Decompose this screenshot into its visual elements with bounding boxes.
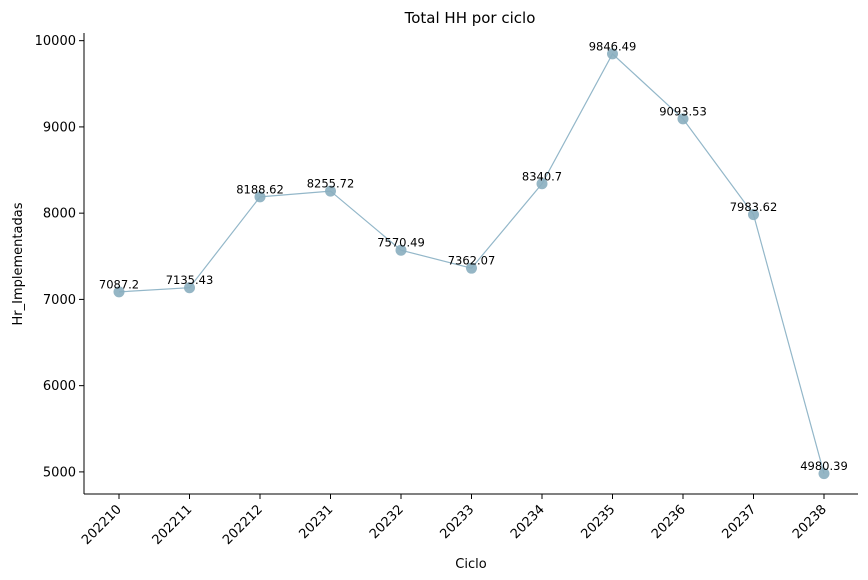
data-point — [325, 185, 336, 197]
data-label: 9846.49 — [589, 39, 637, 53]
y-tick-label: 10000 — [35, 34, 76, 49]
data-label: 8255.72 — [307, 177, 355, 191]
x-tick-label: 20237 — [719, 502, 759, 542]
data-point — [818, 468, 830, 480]
y-tick-label: 5000 — [43, 465, 76, 480]
x-tick-label: 202211 — [150, 502, 196, 548]
x-tick-label: 20236 — [649, 502, 689, 542]
data-label: 7570.49 — [377, 236, 425, 250]
data-point — [748, 209, 759, 221]
x-tick-label: 20233 — [437, 502, 477, 542]
data-label: 8340.7 — [522, 169, 562, 183]
x-axis-label: Ciclo — [455, 557, 486, 572]
y-tick-label: 7000 — [43, 293, 76, 308]
data-label: 7135.43 — [166, 273, 214, 287]
data-label: 7087.2 — [99, 277, 139, 291]
x-tick-label: 202210 — [79, 502, 125, 548]
x-tick-label: 20234 — [508, 502, 548, 542]
data-label: 7362.07 — [448, 254, 496, 268]
data-label: 9093.53 — [659, 104, 707, 118]
data-point — [184, 282, 195, 294]
data-point — [677, 113, 689, 125]
data-label: 7983.62 — [730, 200, 778, 214]
data-point — [607, 48, 618, 60]
y-tick-label: 9000 — [43, 120, 76, 135]
x-tick-label: 20232 — [367, 502, 407, 542]
data-point — [536, 178, 548, 190]
x-axis-ticks: 202210 202211 202212 20231 20232 20233 20234 20… — [79, 494, 830, 548]
data-label: 8188.62 — [236, 182, 284, 196]
x-tick-label: 202212 — [220, 502, 266, 548]
data-point — [466, 262, 477, 274]
chart-title: Total HH por ciclo — [404, 9, 536, 27]
data-point — [113, 286, 125, 298]
y-axis-label: Hr_Implementadas — [11, 202, 26, 325]
x-tick-label: 20238 — [790, 502, 830, 542]
data-label: 4980.39 — [800, 459, 848, 473]
data-point — [395, 244, 407, 256]
data-point — [254, 191, 266, 203]
y-tick-label: 6000 — [43, 379, 76, 394]
x-tick-label: 20235 — [578, 502, 618, 542]
y-axis-ticks: 5000 6000 7000 8000 9000 10000 — [35, 34, 84, 480]
x-tick-label: 20231 — [296, 502, 336, 542]
data-labels: 7087.2 7135.43 8188.62 8255.72 7570.49 7362.0… — [99, 39, 848, 473]
data-points — [113, 48, 830, 480]
y-tick-label: 8000 — [43, 207, 76, 222]
